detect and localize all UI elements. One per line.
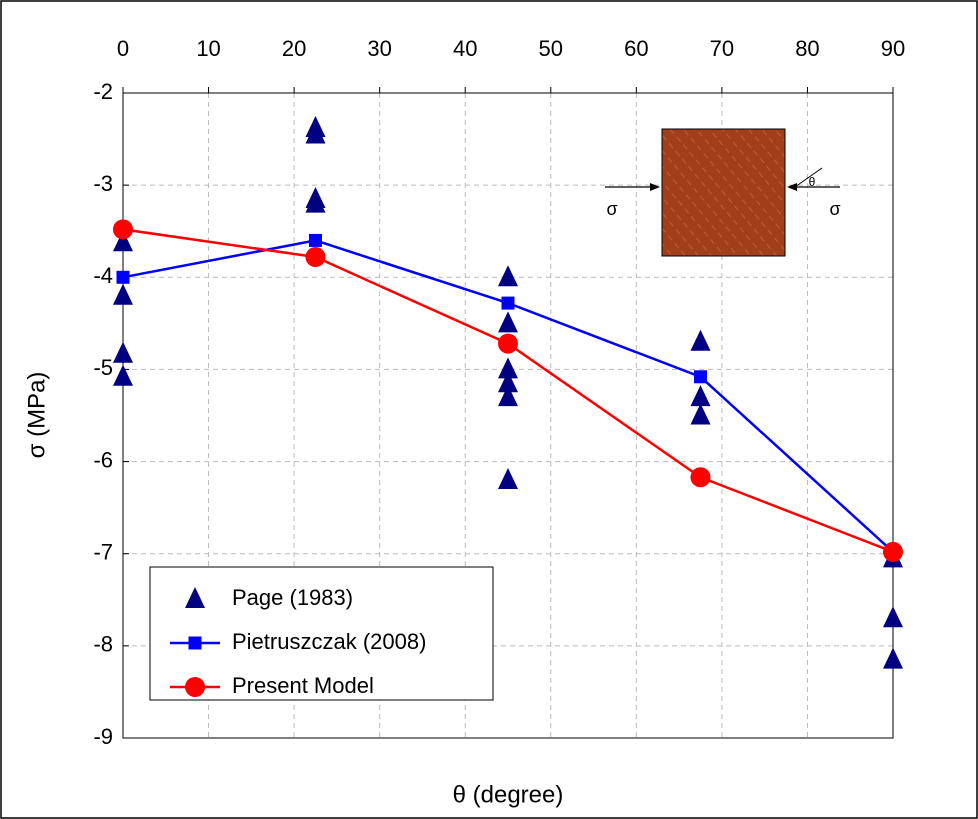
- triangle-marker: [113, 230, 133, 252]
- grid: 0 10 20 30 40 50 60 70 80 90 -9 -8 -7 -6 -5 -4 -3 -2: [93, 36, 905, 749]
- square-marker: [694, 370, 707, 384]
- y-tick-label: -9: [93, 724, 113, 749]
- triangle-marker: [690, 329, 711, 351]
- inset-diagram: σ σ θ: [605, 128, 841, 257]
- y-tick-label: -3: [93, 171, 113, 196]
- circle-marker: [883, 541, 903, 562]
- specimen: [661, 128, 786, 257]
- y-tick-label: -2: [93, 79, 113, 104]
- angle-line: [794, 167, 823, 188]
- x-tick-label: 40: [453, 36, 477, 61]
- x-tick-label: 10: [196, 36, 220, 61]
- triangle-marker: [690, 403, 711, 425]
- y-tick-label: -4: [93, 263, 113, 288]
- triangle-marker: [883, 647, 903, 669]
- triangle-marker: [113, 341, 133, 363]
- x-tick-label: 50: [539, 36, 563, 61]
- y-tick-label: -7: [93, 540, 113, 565]
- square-marker: [309, 233, 322, 247]
- annotation: σ: [829, 199, 840, 219]
- legend-label: Page (1983): [232, 585, 353, 610]
- x-tick-label: 60: [624, 36, 648, 61]
- triangle-marker: [498, 311, 518, 333]
- legend-label: Pietruszczak (2008): [232, 629, 426, 654]
- triangle-marker: [498, 468, 518, 489]
- x-tick-label: 80: [795, 36, 819, 61]
- y-tick-label: -6: [93, 447, 113, 472]
- x-tick-label: 70: [710, 36, 734, 61]
- triangle-marker: [113, 364, 133, 386]
- triangle-marker: [305, 191, 326, 213]
- circle-marker: [305, 247, 326, 268]
- plot-area: [122, 92, 894, 739]
- legend-label: Present Model: [232, 673, 374, 698]
- x-tick-label: 90: [881, 36, 905, 61]
- circle-marker: [690, 467, 711, 488]
- x-axis-label: θ (degree): [453, 781, 564, 808]
- circle-marker: [113, 219, 133, 240]
- triangle-marker: [690, 385, 711, 407]
- square-marker: [501, 296, 515, 310]
- square-marker: [188, 636, 202, 650]
- triangle-marker: [498, 371, 518, 393]
- arrow-head: [787, 183, 797, 191]
- annotation: θ: [809, 175, 816, 189]
- marks: [113, 116, 903, 669]
- triangle-marker: [883, 606, 903, 628]
- y-axis-label: σ (MPa): [23, 372, 50, 459]
- legend: Page (1983) Pietruszczak (2008) Present Mo…: [149, 566, 494, 701]
- annotation: σ: [606, 199, 617, 219]
- arrow-head: [650, 183, 660, 191]
- triangle-marker: [498, 357, 518, 379]
- y-tick-label: -5: [93, 355, 113, 380]
- triangle-marker: [185, 587, 205, 608]
- x-tick-label: 30: [367, 36, 391, 61]
- circle-marker: [498, 333, 518, 354]
- triangle-marker: [113, 283, 133, 305]
- circle-marker: [185, 677, 205, 697]
- triangle-marker: [498, 265, 518, 287]
- square-marker: [116, 270, 130, 284]
- x-tick-label: 0: [117, 36, 129, 61]
- triangle-marker: [305, 122, 326, 144]
- y-tick-label: -8: [93, 632, 113, 657]
- triangle-marker: [498, 385, 518, 407]
- legend-box: [149, 566, 494, 701]
- x-tick-label: 20: [282, 36, 306, 61]
